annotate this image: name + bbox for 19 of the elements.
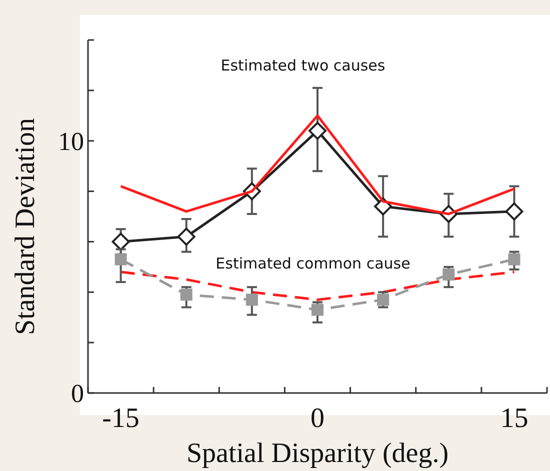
x-tick-label: 0 [310,403,324,434]
x-axis-title: Spatial Disparity (deg.) [186,438,449,469]
point [114,253,127,266]
y-axis-title: Standard Deviation [10,118,41,335]
point [442,268,455,280]
point [177,228,196,246]
point [508,253,520,266]
point [246,294,258,306]
y-tick-label: 10 [58,126,84,156]
point [505,202,524,220]
point [180,288,192,301]
x-tick-label: -15 [102,403,140,434]
point [312,304,324,316]
annotation: Estimated two causes [220,56,386,74]
x-tick-label: 15 [500,403,528,434]
annotation: Estimated common cause [216,254,410,272]
point [377,294,390,306]
point [112,232,130,251]
point [308,122,326,140]
